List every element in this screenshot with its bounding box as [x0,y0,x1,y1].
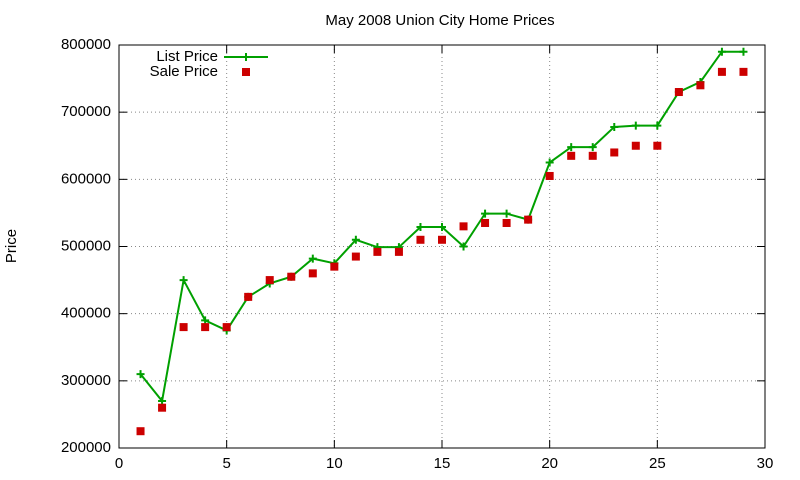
point [330,262,339,271]
point [717,67,726,76]
y-tick-label: 800000 [61,36,111,53]
point [481,218,490,227]
point [459,222,468,231]
point [244,292,253,301]
y-tick-label: 400000 [61,305,111,322]
point [653,121,662,130]
point [502,218,511,227]
point [524,215,533,224]
plot-frame [118,44,766,449]
y-tick-label: 300000 [61,372,111,389]
point [201,323,210,332]
point [158,403,167,412]
x-tick-label: 5 [222,455,230,472]
chart-title: May 2008 Union City Home Prices [325,12,554,29]
point [373,247,382,256]
point [179,276,188,285]
y-tick-label: 500000 [61,237,111,254]
point [308,269,317,278]
point [610,122,619,131]
legend-label: List Price [156,48,218,65]
point [287,272,296,281]
point [416,235,425,244]
point [416,223,425,232]
point [136,427,145,436]
y-tick-label: 200000 [61,439,111,456]
point [351,235,360,244]
point [739,47,748,56]
point [588,151,597,160]
point [222,323,231,332]
point [545,158,554,167]
point [179,323,188,332]
y-tick-label: 600000 [61,170,111,187]
point [653,141,662,150]
point [438,235,446,244]
point [717,47,726,56]
point [674,88,683,97]
point [567,151,576,160]
point [545,171,554,180]
point [631,141,640,150]
x-tick-label: 30 [757,455,774,472]
point [394,247,403,256]
point [631,121,640,130]
point [136,370,145,379]
point [739,67,748,76]
point [459,242,468,251]
point [158,396,167,405]
point [438,223,446,232]
point [201,316,210,325]
x-tick-label: 15 [434,455,451,472]
x-tick-label: 0 [115,455,123,472]
point [567,143,576,152]
point [696,81,705,90]
y-axis-label: Price [3,229,20,263]
x-tick-label: 20 [541,455,558,472]
legend-swatch [242,68,250,76]
point [610,148,619,157]
point [308,254,317,263]
point [351,252,360,261]
x-tick-label: 25 [649,455,666,472]
legend-label: Sale Price [150,63,218,80]
x-tick-label: 10 [326,455,343,472]
legend-swatch [242,53,250,61]
point [265,276,274,285]
point [588,143,597,152]
point [502,209,511,218]
point [481,209,490,218]
y-tick-label: 700000 [61,103,111,120]
